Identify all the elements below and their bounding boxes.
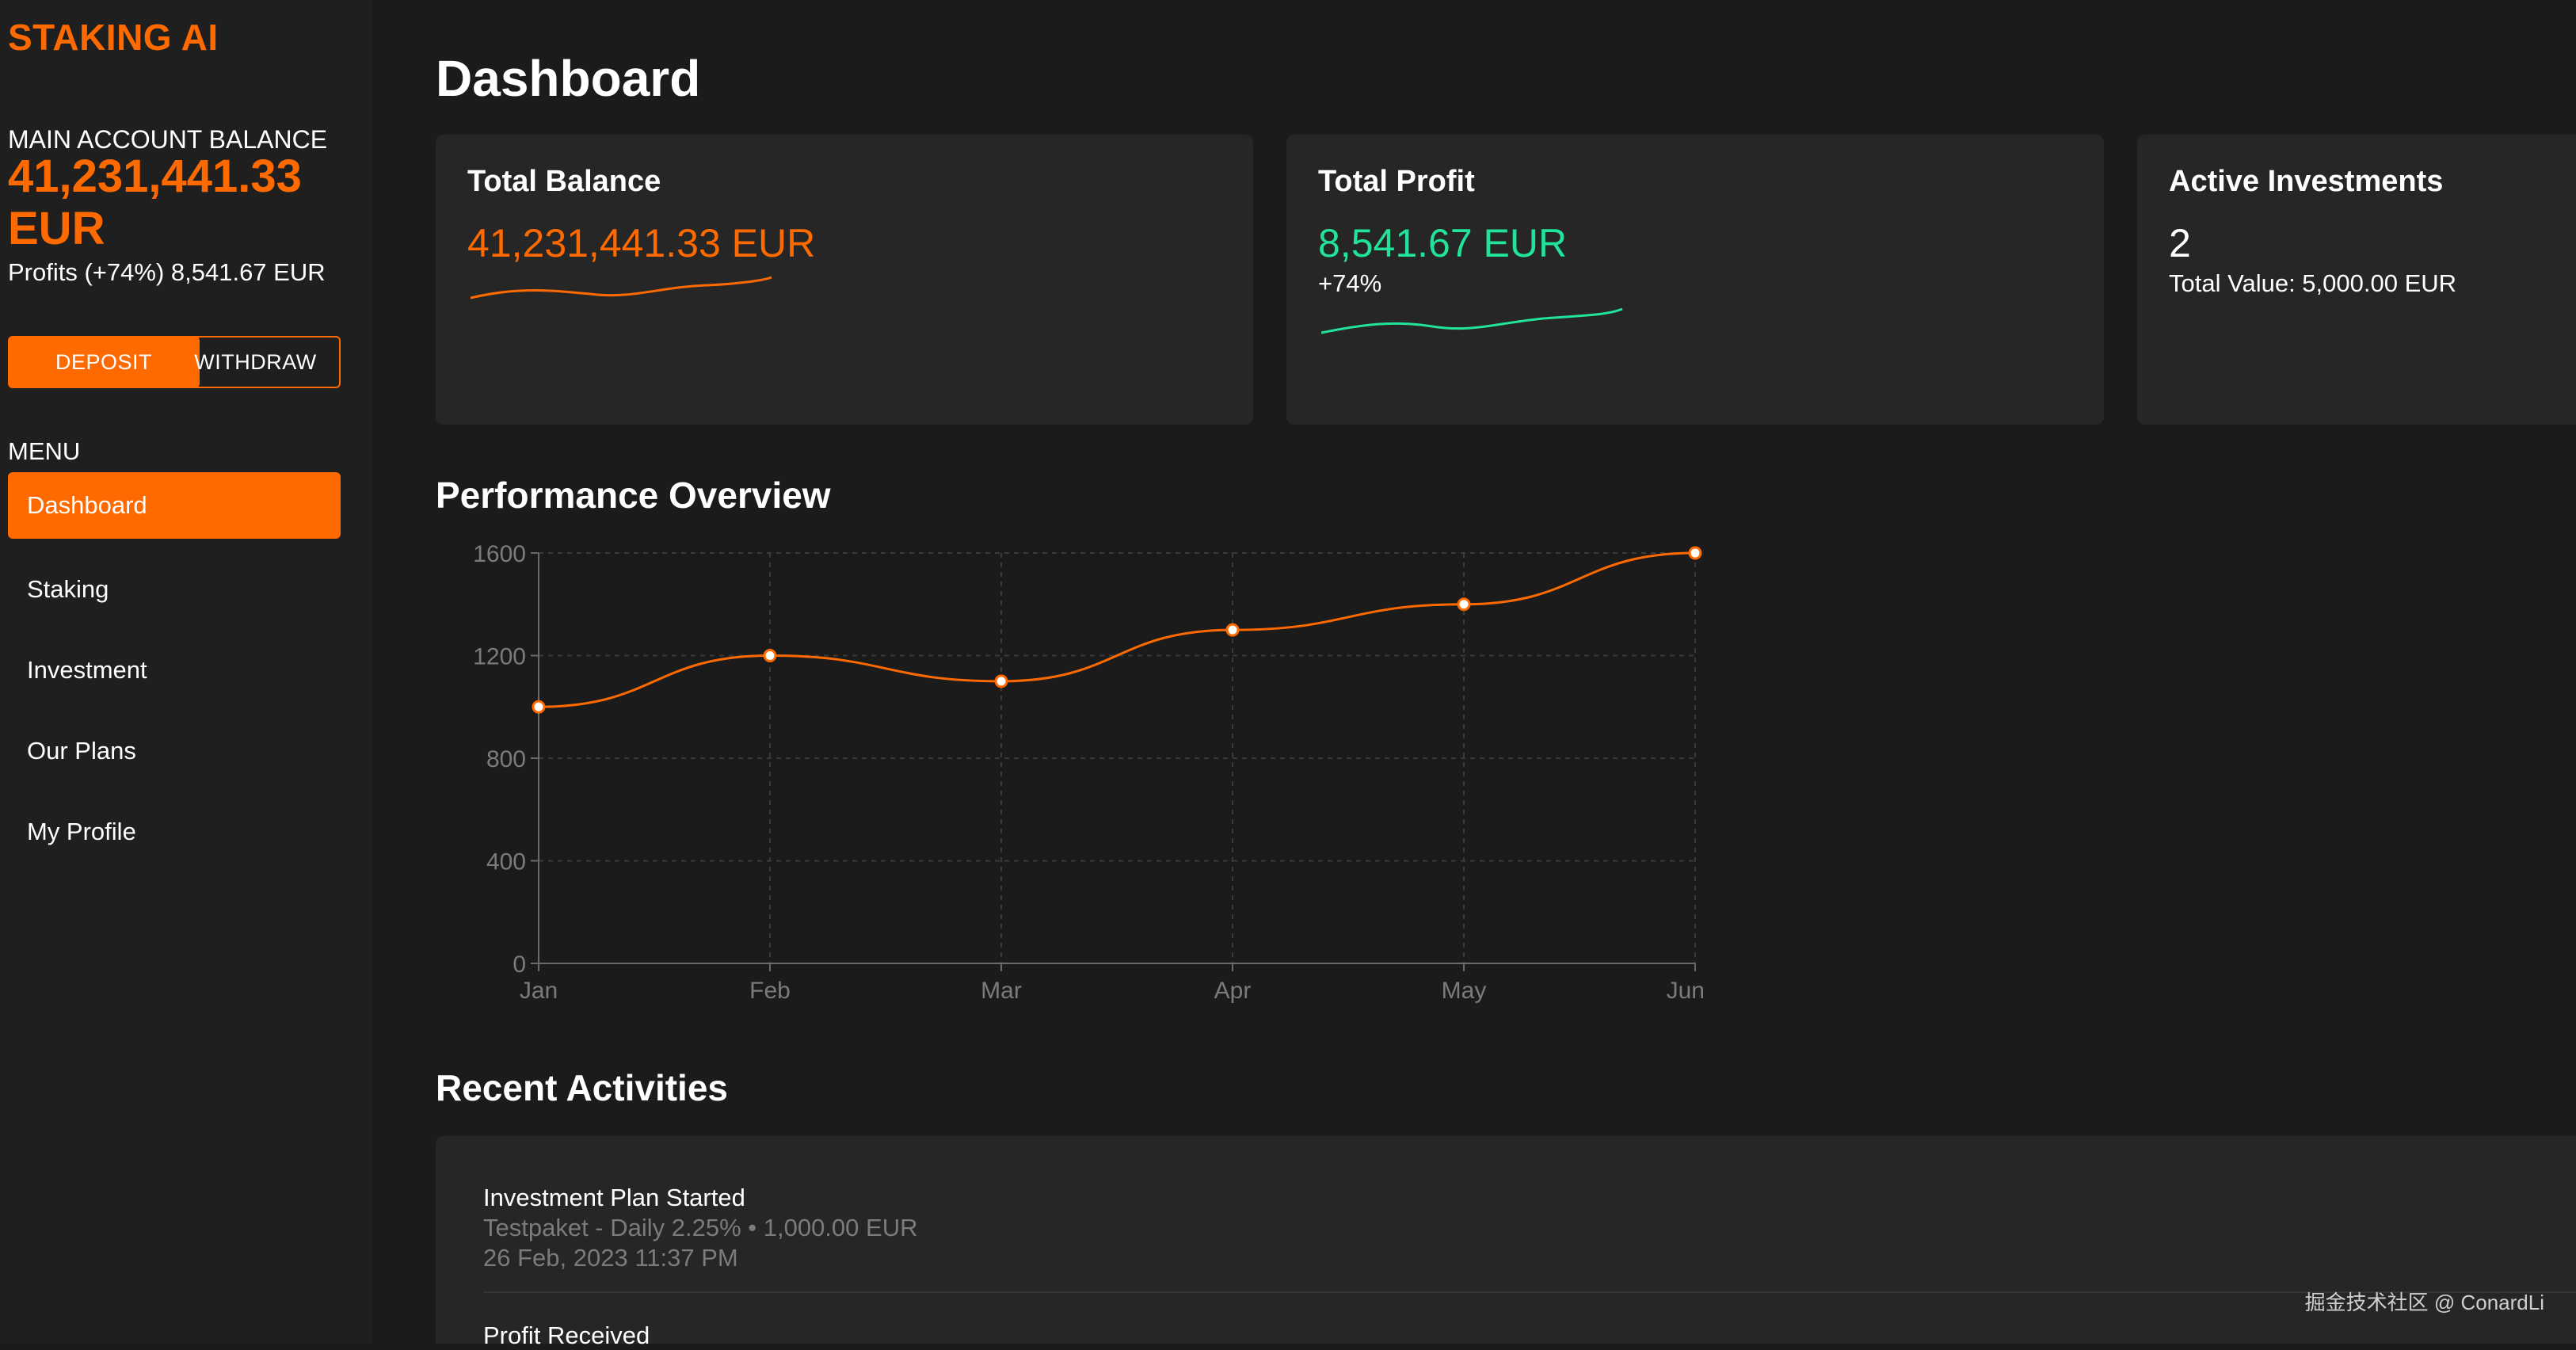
balance-amount: 41,231,441.33 EUR [8, 151, 302, 254]
activity-detail: Testpaket - Daily 2.25% • 1,000.00 EUR [483, 1214, 918, 1241]
activity-date: 26 Feb, 2023 11:37 PM [483, 1244, 738, 1272]
recent-activities-panel: Investment Plan Started Testpaket - Dail… [436, 1136, 2576, 1349]
x-tick-label: Jan [520, 978, 558, 1004]
profit-sparkline [1321, 307, 1623, 334]
data-point [1688, 546, 1702, 560]
sidebar-item-our-plans[interactable]: Our Plans [8, 718, 341, 784]
total-balance-card: Total Balance 41,231,441.33 EUR [436, 135, 1253, 425]
sidebar-item-label: Dashboard [27, 491, 147, 519]
deposit-button[interactable]: DEPOSIT [8, 336, 200, 388]
balance-label: MAIN ACCOUNT BALANCE [8, 125, 328, 154]
y-tick-label: 400 [486, 849, 526, 875]
page-title: Dashboard [436, 50, 701, 107]
withdraw-button[interactable]: WITHDRAW [170, 336, 341, 388]
sidebar-item-label: Our Plans [27, 737, 136, 765]
card-value: 8,541.67 EUR [1318, 221, 1568, 265]
active-investments-card: Active Investments 2 Total Value: 5,000.… [2137, 135, 2576, 425]
sidebar-item-investment[interactable]: Investment [8, 637, 341, 704]
data-point [1457, 597, 1471, 612]
sidebar-item-label: Investment [27, 656, 147, 684]
sidebar-item-dashboard[interactable]: Dashboard [8, 472, 341, 539]
performance-chart: 0 400 800 1200 1600 Jan Feb Mar Apr May Jun [473, 541, 1705, 1004]
card-value: 41,231,441.33 EUR [467, 221, 816, 265]
sidebar: STAKING AI MAIN ACCOUNT BALANCE 41,231,4… [0, 0, 372, 1344]
x-tick-label: Feb [749, 978, 791, 1004]
x-tick-label: Jun [1667, 978, 1705, 1004]
activities-title: Recent Activities [436, 1067, 728, 1108]
activity-title: Investment Plan Started [483, 1184, 745, 1211]
activity-divider [483, 1291, 2576, 1293]
data-point [994, 674, 1008, 688]
series-line [538, 551, 1696, 708]
x-tick-label: Apr [1214, 978, 1252, 1004]
watermark: 掘金技术社区 @ ConardLi [2304, 1291, 2544, 1314]
performance-title: Performance Overview [436, 475, 831, 516]
brand-logo: STAKING AI [8, 17, 219, 58]
data-point [763, 649, 777, 662]
sidebar-item-my-profile[interactable]: My Profile [8, 799, 341, 865]
sidebar-item-label: My Profile [27, 818, 136, 845]
card-title: Total Balance [467, 165, 661, 198]
y-tick-label: 800 [486, 746, 526, 772]
activity-title: Profit Received [483, 1321, 650, 1349]
card-subtext: Total Value: 5,000.00 EUR [2169, 269, 2457, 297]
card-title: Active Investments [2169, 165, 2444, 198]
menu-label: MENU [8, 437, 81, 465]
profits-summary: Profits (+74%) 8,541.67 EUR [8, 258, 326, 286]
card-title: Total Profit [1318, 165, 1475, 198]
sidebar-item-staking[interactable]: Staking [8, 556, 341, 623]
y-tick-label: 1600 [473, 541, 526, 567]
data-point [532, 700, 546, 714]
card-subtext: +74% [1318, 269, 1382, 297]
x-tick-label: May [1442, 978, 1487, 1004]
x-tick-label: Mar [981, 978, 1022, 1004]
data-point [1225, 623, 1240, 637]
y-tick-label: 1200 [473, 644, 526, 670]
balance-sparkline [471, 276, 772, 299]
card-value: 2 [2169, 221, 2191, 265]
sidebar-item-label: Staking [27, 575, 109, 603]
y-tick-label: 0 [513, 951, 526, 978]
total-profit-card: Total Profit 8,541.67 EUR +74% [1286, 135, 2104, 425]
